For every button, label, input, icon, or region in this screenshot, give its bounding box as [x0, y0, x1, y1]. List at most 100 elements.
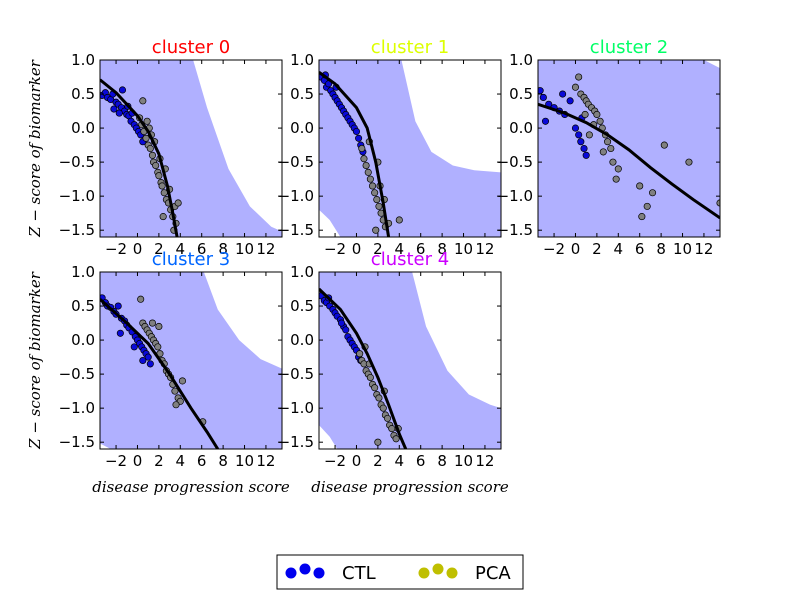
y-tick-label: 1.0	[290, 263, 314, 281]
ctl-point	[146, 360, 154, 368]
fit-curve	[319, 287, 408, 449]
pca-point	[604, 138, 612, 146]
confidence-band	[319, 60, 501, 237]
x-tick-label: 6	[197, 240, 207, 258]
y-tick-label: 0.0	[290, 119, 314, 137]
legend-marker	[313, 567, 325, 579]
x-tick-label: 2	[373, 452, 383, 470]
y-tick-label: −1.0	[59, 399, 95, 417]
ctl-point	[541, 117, 550, 125]
pca-point	[148, 319, 157, 327]
pca-point	[143, 117, 151, 125]
pca-point	[609, 158, 617, 166]
panel-title: cluster 0	[152, 37, 230, 58]
pca-point	[388, 425, 396, 433]
pca-point	[146, 144, 154, 153]
pca-point	[685, 158, 693, 166]
pca-point	[178, 377, 186, 385]
axes-frame	[99, 271, 283, 450]
ctl-point	[582, 151, 590, 159]
y-tick-label: −1.5	[497, 221, 533, 239]
pca-point	[660, 141, 668, 149]
panel-title: cluster 3	[152, 249, 230, 270]
ctl-point	[114, 302, 122, 310]
pca-point	[575, 73, 583, 81]
pca-point	[607, 144, 615, 153]
x-tick-label: −2	[324, 240, 346, 258]
y-axis-label: Z − score of biomarker	[26, 271, 44, 450]
ctl-point	[342, 326, 350, 334]
x-tick-label: −2	[105, 240, 127, 258]
pca-point	[638, 213, 646, 221]
pca-point	[636, 182, 644, 190]
x-tick-label: 6	[416, 452, 426, 470]
pca-point	[366, 373, 374, 382]
pca-point	[155, 172, 163, 180]
ctl-point	[118, 86, 127, 94]
y-tick-label: −1.5	[59, 433, 95, 451]
x-tick-label: 2	[373, 240, 383, 258]
x-tick-label: 8	[218, 452, 228, 470]
y-tick-label: −1.0	[59, 187, 95, 205]
ctl-point	[116, 329, 124, 337]
legend-label: CTL	[342, 563, 376, 584]
y-tick-label: −0.5	[497, 153, 533, 171]
pca-point	[155, 322, 163, 331]
pca-point	[614, 165, 622, 173]
panel-3: −2 0 2 4 6 8 10 12 1.0 0.5 0.0 −0.5 −1.0 −1.5 cluster …	[26, 249, 290, 496]
panel-1: −2 0 2 4 6 8 10 12 1.0 0.5 0.0 −0.5 −1.0 −1.5 cluster …	[278, 37, 502, 258]
legend-marker	[285, 567, 297, 579]
x-tick-label: 10	[235, 240, 254, 258]
x-tick-label: 10	[454, 452, 473, 470]
x-tick-label: 6	[416, 240, 426, 258]
pca-point	[371, 384, 379, 392]
ctl-point	[571, 124, 580, 132]
x-tick-label: 8	[656, 240, 666, 258]
y-tick-label: 0.0	[290, 331, 314, 349]
y-tick-label: 0.5	[290, 297, 314, 315]
x-tick-label: 12	[256, 452, 275, 470]
y-tick-label: −1.0	[278, 399, 314, 417]
pca-point	[172, 401, 180, 409]
pca-point	[392, 435, 400, 443]
y-tick-label: 0.5	[71, 297, 95, 315]
panel-4: −2 0 2 4 6 8 10 12 1.0 0.5 0.0 −0.5 −1.0 −1.5 cluster …	[278, 249, 509, 496]
legend: CTL PCA	[276, 554, 524, 590]
pca-point	[585, 131, 593, 139]
ctl-point	[144, 353, 152, 361]
axes-frame	[318, 59, 502, 238]
ctl-point	[559, 90, 567, 98]
pca-point	[137, 295, 145, 303]
confidence-band	[100, 272, 282, 449]
pca-point	[174, 199, 182, 207]
y-tick-label: −0.5	[59, 365, 95, 383]
legend-marker	[446, 567, 458, 579]
x-tick-label: −2	[543, 240, 565, 258]
fit-curve	[100, 78, 179, 237]
axes-frame	[537, 59, 721, 238]
pca-point	[371, 189, 379, 197]
x-tick-label: 12	[694, 240, 713, 258]
panel-0: −2 0 2 4 6 8 10 12 1.0 0.5 0.0 −0.5 −1.0 −1.5 cluster …	[26, 37, 283, 258]
y-tick-label: −1.5	[59, 221, 95, 239]
axes-frame	[318, 271, 502, 450]
ctl-point	[337, 319, 346, 327]
y-tick-label: 0.0	[71, 331, 95, 349]
y-axis-label: Z − score of biomarker	[26, 59, 44, 238]
fit-curve	[538, 102, 720, 220]
x-tick-label: 10	[454, 240, 473, 258]
ctl-point	[577, 138, 585, 146]
y-tick-label: 0.0	[509, 119, 533, 137]
pca-point	[581, 110, 589, 119]
x-tick-label: 4	[395, 240, 405, 258]
y-tick-label: 1.0	[509, 51, 533, 69]
legend-marker	[432, 563, 444, 575]
pca-point	[148, 151, 157, 159]
pca-point	[395, 216, 403, 224]
pca-point	[139, 97, 147, 105]
confidence-band	[100, 60, 282, 237]
y-tick-label: −1.0	[278, 187, 314, 205]
x-tick-label: 2	[154, 452, 164, 470]
x-tick-label: 2	[154, 240, 164, 258]
pca-point	[571, 83, 580, 91]
